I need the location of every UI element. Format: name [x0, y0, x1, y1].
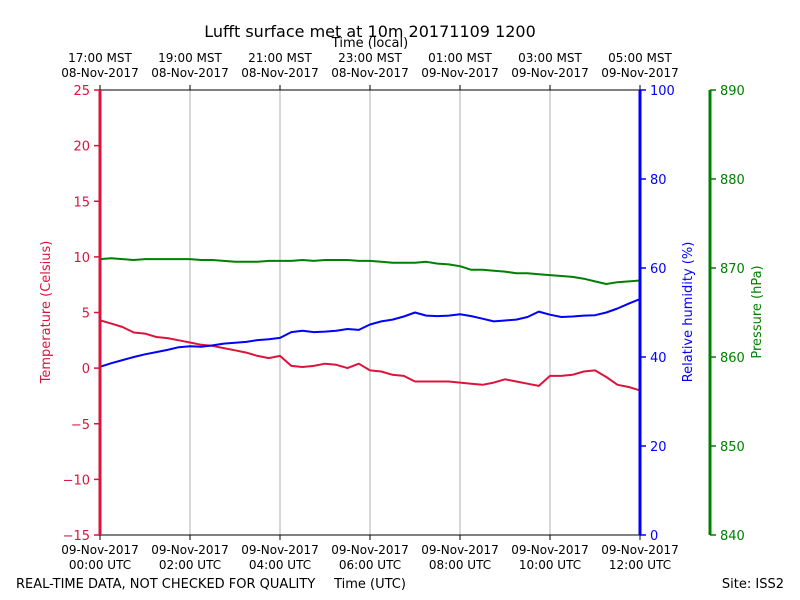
x-tick-time: 08:00 UTC [429, 558, 491, 572]
humidity-tick-label: 100 [650, 84, 675, 99]
x-tick-date: 09-Nov-2017 [151, 543, 229, 557]
top-tick-time: 05:00 MST [608, 51, 672, 65]
top-tick-date: 09-Nov-2017 [511, 66, 589, 80]
x-tick-time: 04:00 UTC [249, 558, 311, 572]
top-tick-date: 08-Nov-2017 [61, 66, 139, 80]
x-tick-date: 09-Nov-2017 [241, 543, 319, 557]
x-tick-date: 09-Nov-2017 [511, 543, 589, 557]
pressure-series-line [99, 257, 641, 285]
top-tick-time: 01:00 MST [428, 51, 492, 65]
pressure-tick-label: 850 [720, 440, 745, 455]
x-tick-time: 10:00 UTC [519, 558, 581, 572]
pressure-axis-ticks: 890 880 870 860 850 840 [710, 84, 745, 544]
site-label: Site: ISS2 [722, 577, 784, 592]
top-tick-date: 09-Nov-2017 [421, 66, 499, 80]
temperature-tick-label: −10 [63, 473, 90, 488]
top-tick-date: 09-Nov-2017 [601, 66, 679, 80]
top-tick-time: 17:00 MST [68, 51, 132, 65]
x-tick-time: 00:00 UTC [69, 558, 131, 572]
quality-note: REAL-TIME DATA, NOT CHECKED FOR QUALITY [16, 577, 315, 592]
top-tick-date: 08-Nov-2017 [241, 66, 319, 80]
top-tick-time: 19:00 MST [158, 51, 222, 65]
pressure-tick-label: 880 [720, 173, 745, 188]
top-tick-date: 08-Nov-2017 [331, 66, 409, 80]
temperature-axis-ticks: 25 20 15 10 5 0 −5 −10 −15 [63, 84, 100, 544]
humidity-tick-label: 60 [650, 262, 667, 277]
temperature-axis-label: Temperature (Celsius) [39, 241, 54, 385]
humidity-axis-ticks: 100 80 60 40 20 0 [640, 84, 675, 544]
x-tick-date: 09-Nov-2017 [61, 543, 139, 557]
humidity-axis-label: Relative humidity (%) [681, 242, 696, 383]
top-tick-time: 23:00 MST [338, 51, 402, 65]
gridlines [189, 90, 551, 535]
top-tick-date: 08-Nov-2017 [151, 66, 229, 80]
humidity-tick-label: 40 [650, 351, 667, 366]
x-tick-date: 09-Nov-2017 [601, 543, 679, 557]
top-tick-time: 21:00 MST [248, 51, 312, 65]
humidity-tick-label: 0 [650, 529, 658, 544]
x-tick-time: 06:00 UTC [339, 558, 401, 572]
temperature-tick-label: 15 [73, 195, 90, 210]
top-axis-label: Time (local) [331, 36, 408, 51]
x-tick-date: 09-Nov-2017 [331, 543, 409, 557]
chart-title: Lufft surface met at 10m 20171109 1200 [204, 22, 536, 41]
x-tick-time: 02:00 UTC [159, 558, 221, 572]
temperature-tick-label: 25 [73, 84, 90, 99]
humidity-tick-label: 80 [650, 173, 667, 188]
top-tick-time: 03:00 MST [518, 51, 582, 65]
temperature-tick-label: −5 [71, 418, 90, 433]
temperature-tick-label: 10 [73, 251, 90, 266]
temperature-series-line [99, 319, 641, 392]
temperature-tick-label: −15 [63, 529, 90, 544]
pressure-tick-label: 890 [720, 84, 745, 99]
temperature-tick-label: 0 [82, 362, 90, 377]
pressure-tick-label: 860 [720, 351, 745, 366]
x-axis-label: Time (UTC) [333, 577, 406, 592]
series-layer [99, 257, 641, 392]
pressure-tick-label: 840 [720, 529, 745, 544]
x-tick-date: 09-Nov-2017 [421, 543, 499, 557]
temperature-tick-label: 20 [73, 140, 90, 155]
humidity-tick-label: 20 [650, 440, 667, 455]
pressure-axis-label: Pressure (hPa) [750, 265, 765, 358]
humidity-series-line [99, 298, 641, 368]
x-tick-time: 12:00 UTC [609, 558, 671, 572]
temperature-tick-label: 5 [82, 307, 90, 322]
pressure-tick-label: 870 [720, 262, 745, 277]
